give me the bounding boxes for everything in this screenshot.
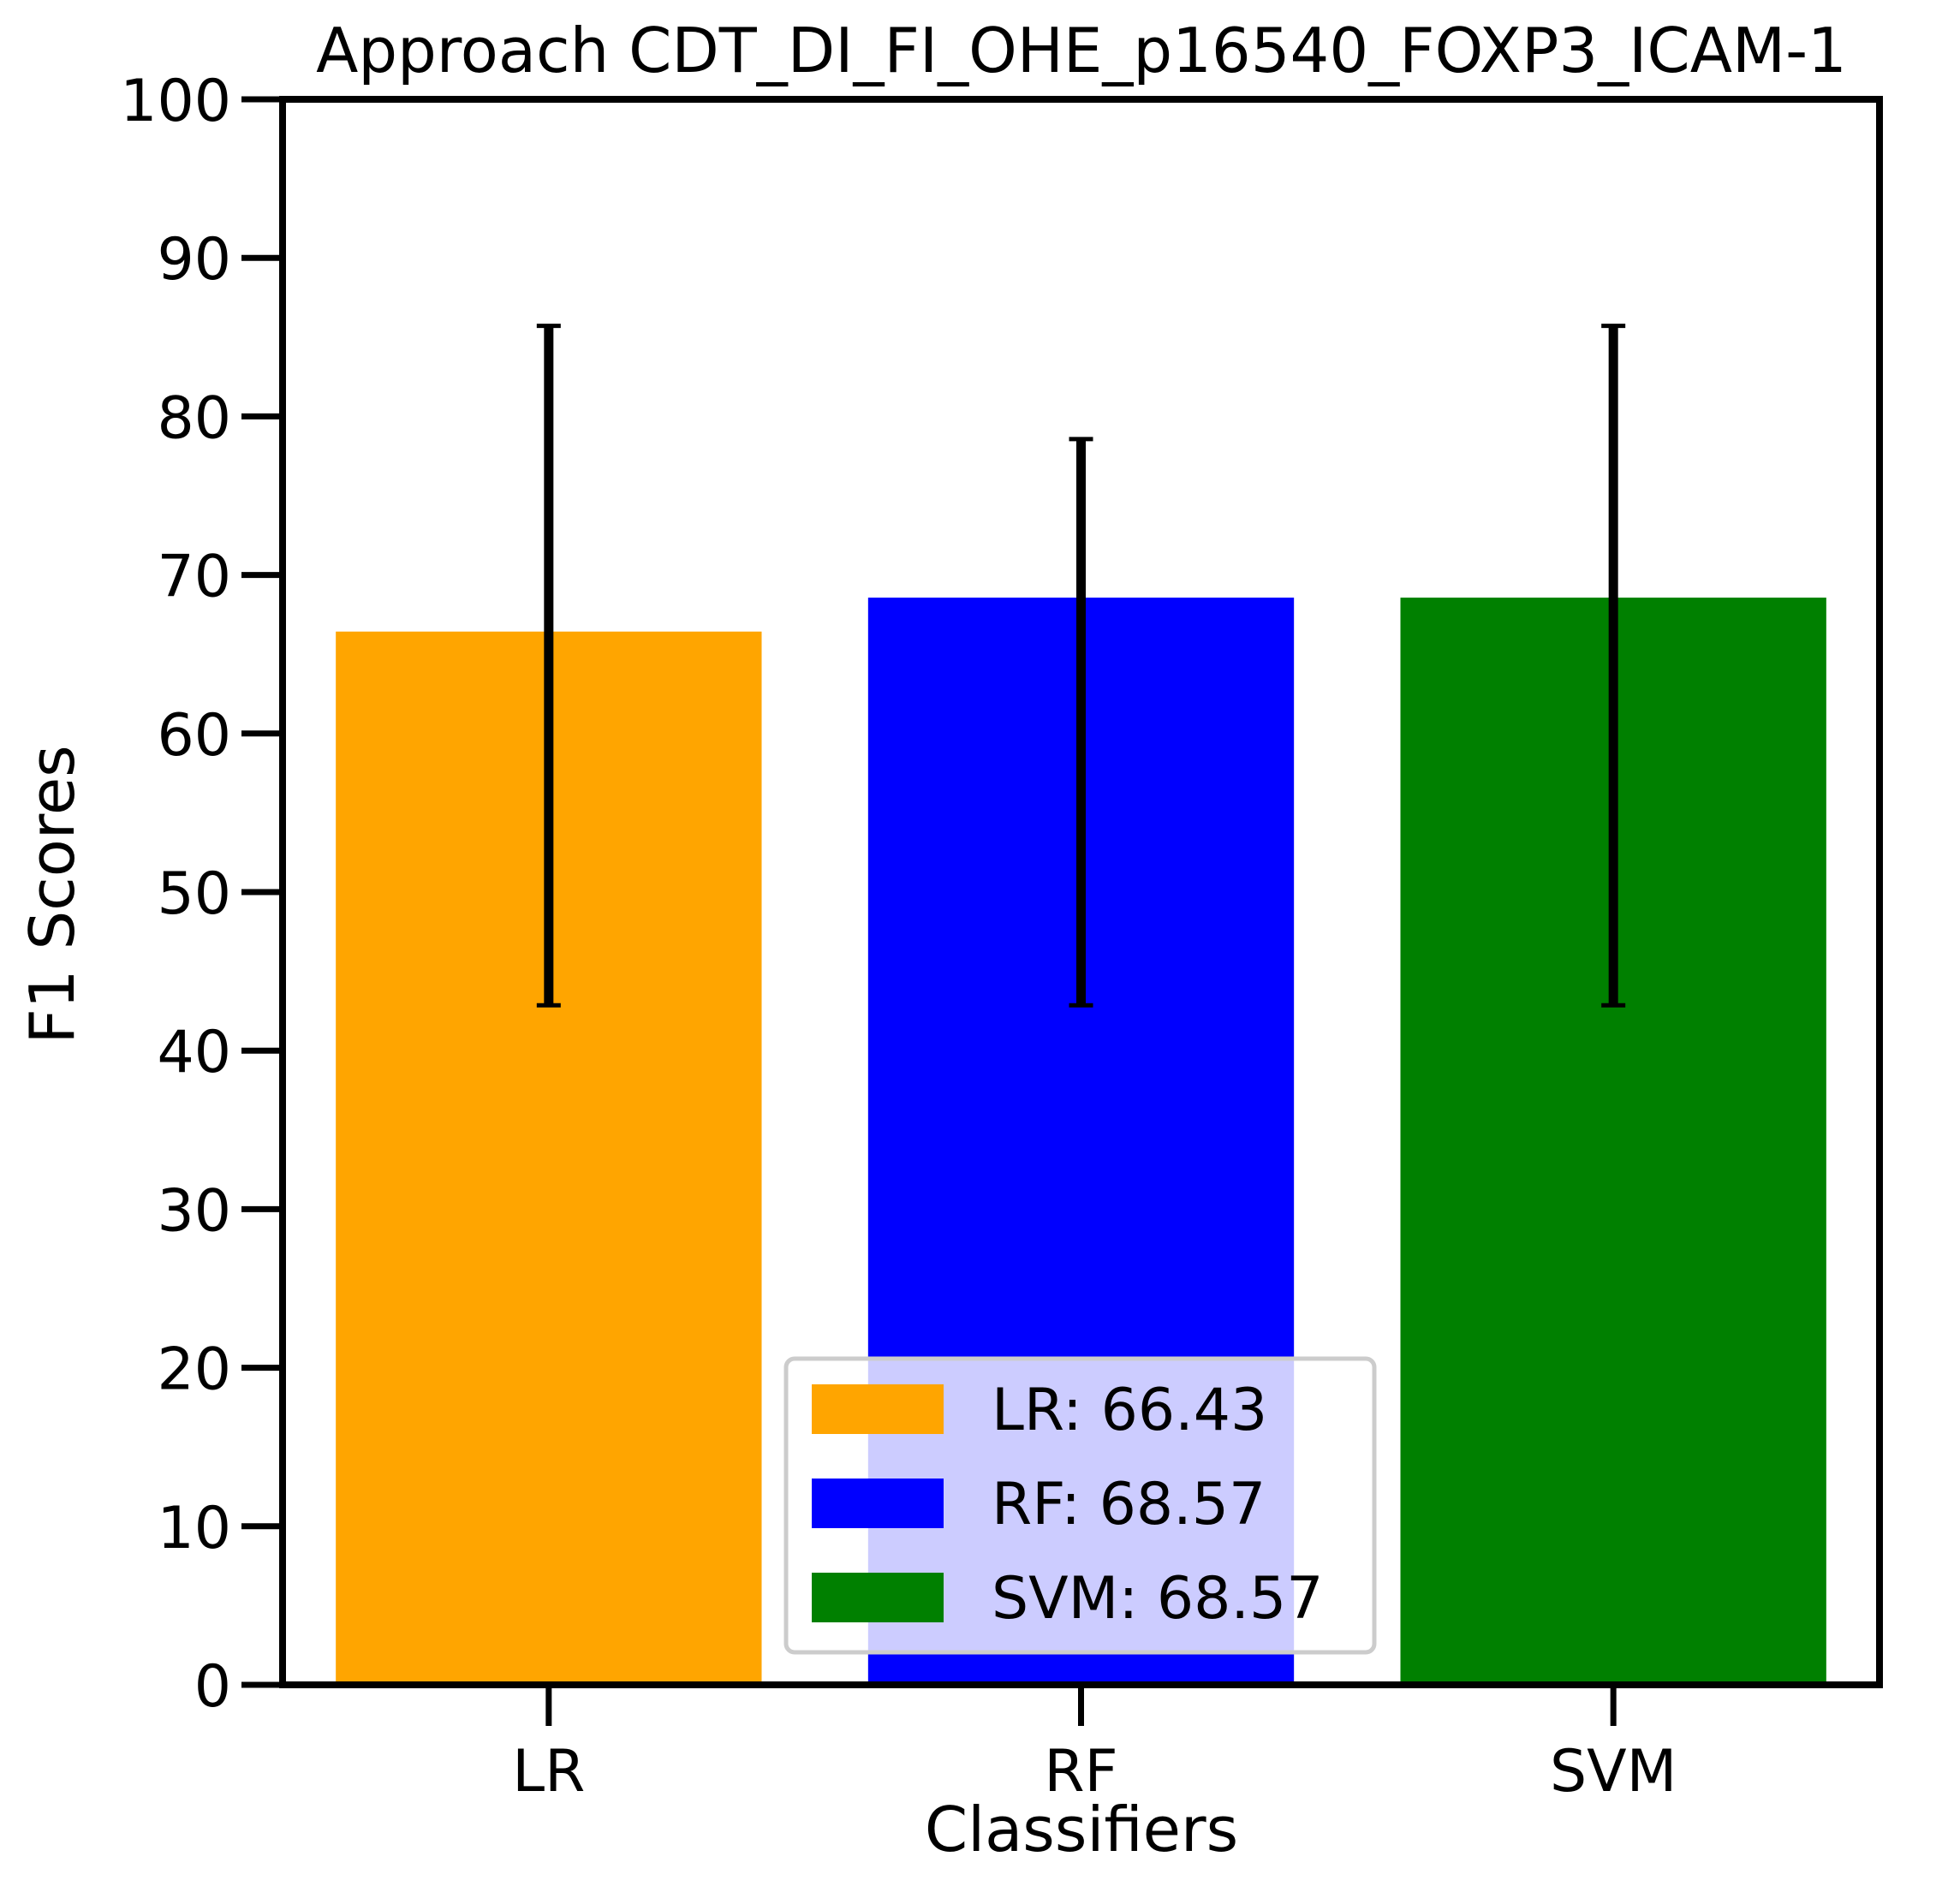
y-tick-label: 10 <box>157 1495 231 1562</box>
error-bars-layer <box>536 324 1626 1008</box>
y-tick-label: 90 <box>157 226 231 294</box>
y-tick-label: 20 <box>157 1336 231 1404</box>
legend-label: LR: 66.43 <box>992 1377 1267 1444</box>
y-tick-label: 80 <box>157 384 231 452</box>
legend-swatch <box>812 1573 944 1622</box>
x-axis-label: Classifiers <box>925 1794 1238 1865</box>
y-tick-label: 70 <box>157 544 231 611</box>
legend-label: SVM: 68.57 <box>992 1565 1324 1633</box>
y-tick-label: 40 <box>157 1019 231 1086</box>
x-tick-label: SVM <box>1550 1738 1677 1806</box>
legend-swatch <box>812 1479 944 1528</box>
chart-title: Approach CDT_DI_FI_OHE_p16540_FOXP3_ICAM… <box>316 15 1847 86</box>
y-tick-label: 30 <box>157 1177 231 1245</box>
y-tick-label: 100 <box>120 68 231 135</box>
legend: LR: 66.43 RF: 68.57 SVM: 68.57 <box>783 1356 1377 1655</box>
y-axis-label: F1 Scores <box>16 745 88 1044</box>
y-tick-label: 50 <box>157 860 231 928</box>
y-tick-label: 60 <box>157 702 231 770</box>
x-axis-ticks: LR RF SVM <box>512 1685 1677 1806</box>
error-bar-lr <box>536 324 561 1008</box>
x-tick-label: LR <box>512 1738 585 1806</box>
plot-frame <box>279 96 1883 1688</box>
error-bar-svm <box>1601 324 1626 1008</box>
y-axis-ticks: 0 10 20 30 40 50 60 70 80 90 100 <box>120 68 283 1721</box>
y-tick-label: 0 <box>194 1653 231 1721</box>
legend-label: RF: 68.57 <box>992 1471 1266 1538</box>
error-bar-rf <box>1069 437 1093 1008</box>
x-tick-label: RF <box>1044 1738 1117 1806</box>
legend-swatch <box>812 1384 944 1434</box>
